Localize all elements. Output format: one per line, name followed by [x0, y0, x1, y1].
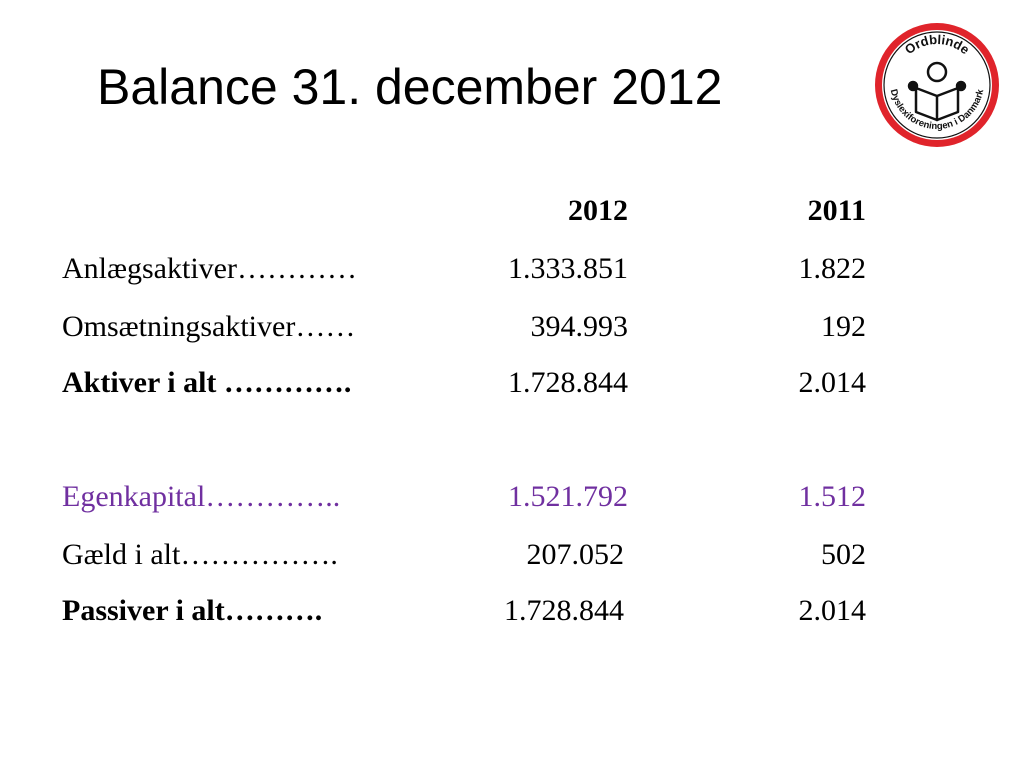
value-2011: 502: [821, 538, 866, 571]
value-2012: 1.521.792: [508, 480, 628, 513]
row-label: Passiver i alt……….: [62, 594, 323, 627]
slide-title: Balance 31. december 2012: [97, 59, 723, 115]
row-label: Egenkapital…………..: [62, 480, 341, 513]
reader-icon: [907, 61, 967, 122]
value-2011: 2.014: [798, 594, 867, 627]
value-2011: 1.822: [798, 252, 867, 285]
value-2012: 207.052: [526, 538, 625, 571]
row-label: Anlægsaktiver…………: [62, 252, 357, 285]
row-label: Aktiver i alt ………….: [62, 366, 352, 399]
value-2012: 394.993: [530, 310, 629, 343]
value-2011: 192: [821, 310, 866, 343]
value-2012: 1.333.851: [508, 252, 628, 285]
value-2011: 2.014: [798, 366, 867, 399]
value-2011: 1.512: [798, 480, 867, 513]
value-2012: 1.728.844: [504, 594, 624, 627]
value-2012: 1.728.844: [508, 366, 628, 399]
row-label: Omsætningsaktiver……: [62, 310, 356, 343]
column-header-2012: 2012: [568, 194, 628, 227]
ordblinde-logo: Ordblinde Dyslexiforeningen i Danmark: [875, 23, 999, 147]
row-label: Gæld i alt…………….: [62, 538, 338, 571]
column-header-2011: 2011: [807, 194, 866, 227]
